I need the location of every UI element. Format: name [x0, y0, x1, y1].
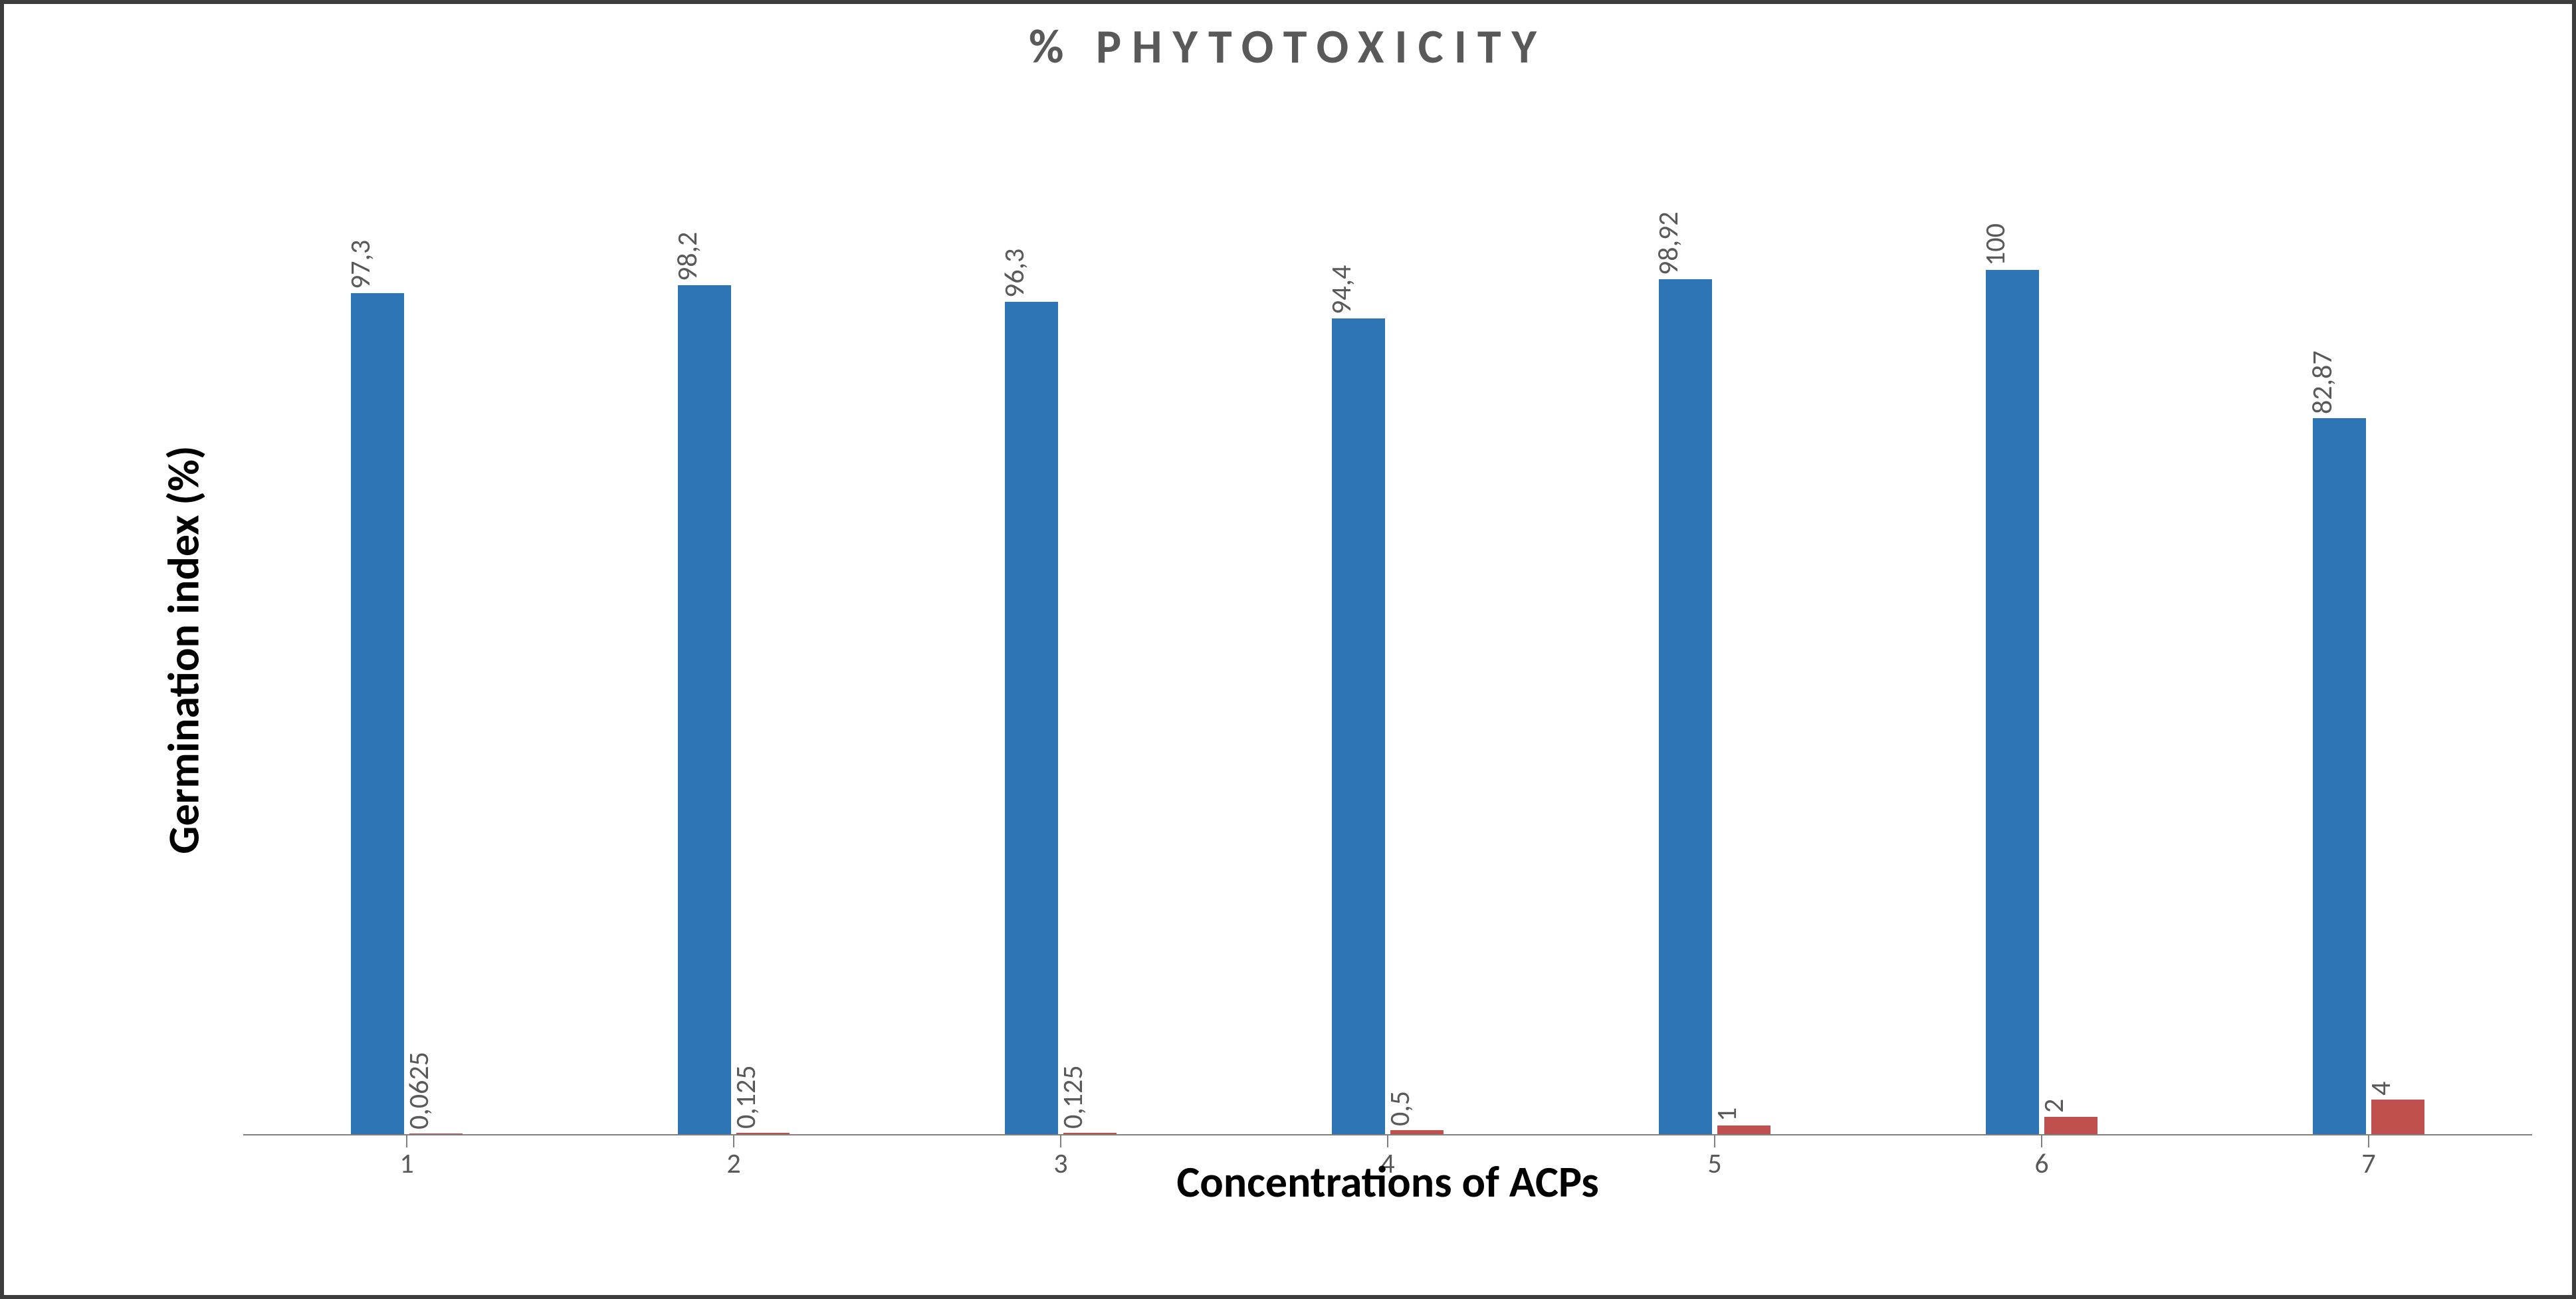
bar-phytotoxicity: 0,0625 — [409, 1133, 463, 1134]
x-tick — [2368, 1135, 2369, 1147]
bar-label: 2 — [2037, 1099, 2071, 1113]
x-tick — [1387, 1135, 1388, 1147]
bar-group: 298,20,125 — [570, 97, 897, 1134]
bar-group: 494,40,5 — [1224, 97, 1551, 1134]
bar-germination: 98,92 — [1659, 279, 1712, 1134]
bar-label: 98,2 — [671, 232, 704, 281]
y-axis-label: Germination index (%) — [157, 445, 211, 854]
bar-phytotoxicity: 0,125 — [1063, 1133, 1117, 1134]
bar-label: 0,5 — [1383, 1090, 1417, 1125]
chart-area: Germination index (%) 197,30,0625298,20,… — [144, 97, 2532, 1202]
bar-label: 97,3 — [344, 240, 377, 289]
bar-group: 396,30,125 — [897, 97, 1224, 1134]
bar-group: 197,30,0625 — [243, 97, 570, 1134]
bar-phytotoxicity: 4 — [2371, 1100, 2424, 1134]
chart-title: % PHYTOTOXICITY — [4, 17, 2572, 76]
bar-label: 96,3 — [998, 249, 1031, 298]
plot-area: 197,30,0625298,20,125396,30,125494,40,55… — [243, 97, 2532, 1135]
bar-germination: 94,4 — [1332, 318, 1385, 1134]
bar-phytotoxicity: 2 — [2044, 1117, 2097, 1134]
bar-label: 1 — [1710, 1108, 1744, 1122]
bar-label: 82,87 — [2306, 350, 2339, 414]
bar-germination: 98,2 — [678, 285, 731, 1134]
x-tick — [733, 1135, 734, 1147]
x-tick — [1714, 1135, 1715, 1147]
bar-germination: 97,3 — [351, 293, 404, 1134]
bar-group: 598,921 — [1551, 97, 1878, 1134]
bar-label: 4 — [2364, 1082, 2398, 1096]
bar-label: 0,125 — [1056, 1066, 1090, 1129]
bar-group: 61002 — [1878, 97, 2205, 1134]
bar-phytotoxicity: 0,5 — [1390, 1130, 1444, 1134]
bar-phytotoxicity: 0,125 — [736, 1133, 790, 1134]
bar-label: 98,92 — [1652, 211, 1685, 275]
y-axis-label-container: Germination index (%) — [144, 97, 223, 1202]
x-tick — [1060, 1135, 1061, 1147]
bar-label: 100 — [1979, 223, 2012, 266]
bar-label: 0,0625 — [402, 1052, 436, 1129]
bar-germination: 100 — [1986, 270, 2039, 1134]
bar-phytotoxicity: 1 — [1717, 1125, 1771, 1134]
x-tick — [406, 1135, 407, 1147]
bar-label: 94,4 — [1325, 265, 1358, 314]
bar-germination: 82,87 — [2313, 418, 2366, 1134]
x-axis-label: Concentrations of ACPs — [243, 1155, 2532, 1209]
bar-germination: 96,3 — [1005, 302, 1058, 1134]
chart-frame: % PHYTOTOXICITY Germination index (%) 19… — [0, 0, 2576, 1299]
bar-group: 782,874 — [2205, 97, 2532, 1134]
x-tick — [2041, 1135, 2042, 1147]
bar-label: 0,125 — [729, 1066, 763, 1129]
